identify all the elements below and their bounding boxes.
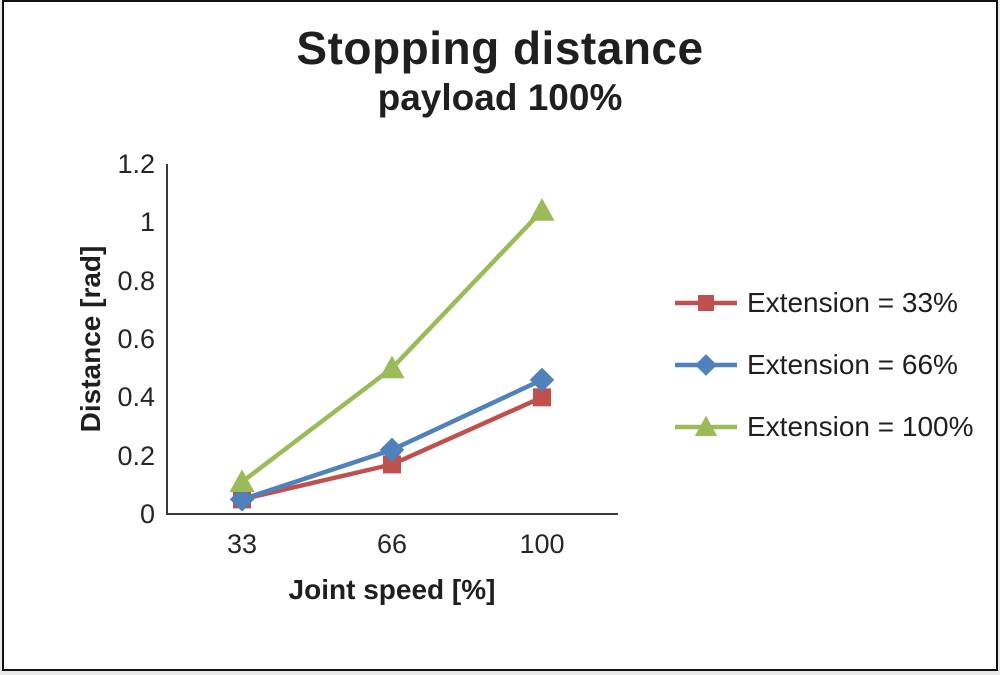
chart-title: Stopping distance (296, 22, 704, 74)
series-marker-square (698, 295, 714, 312)
x-tick-labels: 33 66 100 (227, 529, 565, 559)
series-marker-triangle (694, 416, 718, 437)
legend-label: Extension = 100% (747, 411, 974, 443)
series-marker-diamond (529, 368, 555, 393)
series-marker-square (533, 388, 551, 407)
legend-item: Extension = 100% (673, 411, 974, 443)
legend-key-diamond (675, 354, 737, 377)
chart-canvas: 0 0.2 0.4 0.6 0.8 1 1.2 33 66 100 Joint … (75, 149, 618, 605)
chart-body: 0 0.2 0.4 0.6 0.8 1 1.2 33 66 100 Joint … (4, 129, 996, 609)
plot-area: 0 0.2 0.4 0.6 0.8 1 1.2 33 66 100 Joint … (22, 129, 647, 609)
y-tick-label: 0.2 (117, 441, 155, 471)
x-tick-label: 66 (377, 529, 407, 559)
y-tick-label: 0.6 (117, 324, 155, 354)
x-axis-title: Joint speed [%] (289, 574, 496, 605)
series-marker-diamond (229, 487, 255, 513)
series-marker-diamond (379, 438, 405, 463)
x-tick-label: 33 (227, 529, 257, 559)
x-tick-label: 100 (519, 529, 564, 559)
y-tick-label: 1 (140, 207, 155, 237)
legend-item: Extension = 33% (673, 287, 974, 319)
y-tick-label: 0.4 (117, 382, 155, 412)
series-marker-triangle (379, 356, 405, 379)
legend: Extension = 33% Extension = 66% Extensio… (673, 287, 974, 443)
legend-key-triangle (675, 416, 737, 437)
legend-label: Extension = 66% (747, 349, 958, 381)
y-axis-title: Distance [rad] (75, 246, 106, 433)
y-tick-label: 0.8 (117, 266, 155, 296)
y-tick-label: 0 (140, 499, 155, 529)
series-marker-triangle (229, 469, 255, 493)
y-tick-labels: 0 0.2 0.4 0.6 0.8 1 1.2 (117, 149, 155, 529)
series-marker-diamond (695, 354, 717, 377)
series-marker-square (383, 455, 401, 474)
legend-label: Extension = 33% (747, 287, 958, 319)
legend-key-square (675, 295, 737, 312)
legend-item: Extension = 66% (673, 349, 974, 381)
y-tick-label: 1.2 (117, 149, 155, 179)
chart-subtitle: payload 100% (377, 76, 623, 118)
chart-titles: Stopping distance payload 100% (4, 2, 996, 119)
series-marker-triangle (529, 198, 555, 222)
axes (166, 164, 618, 516)
series-layer (229, 198, 555, 513)
